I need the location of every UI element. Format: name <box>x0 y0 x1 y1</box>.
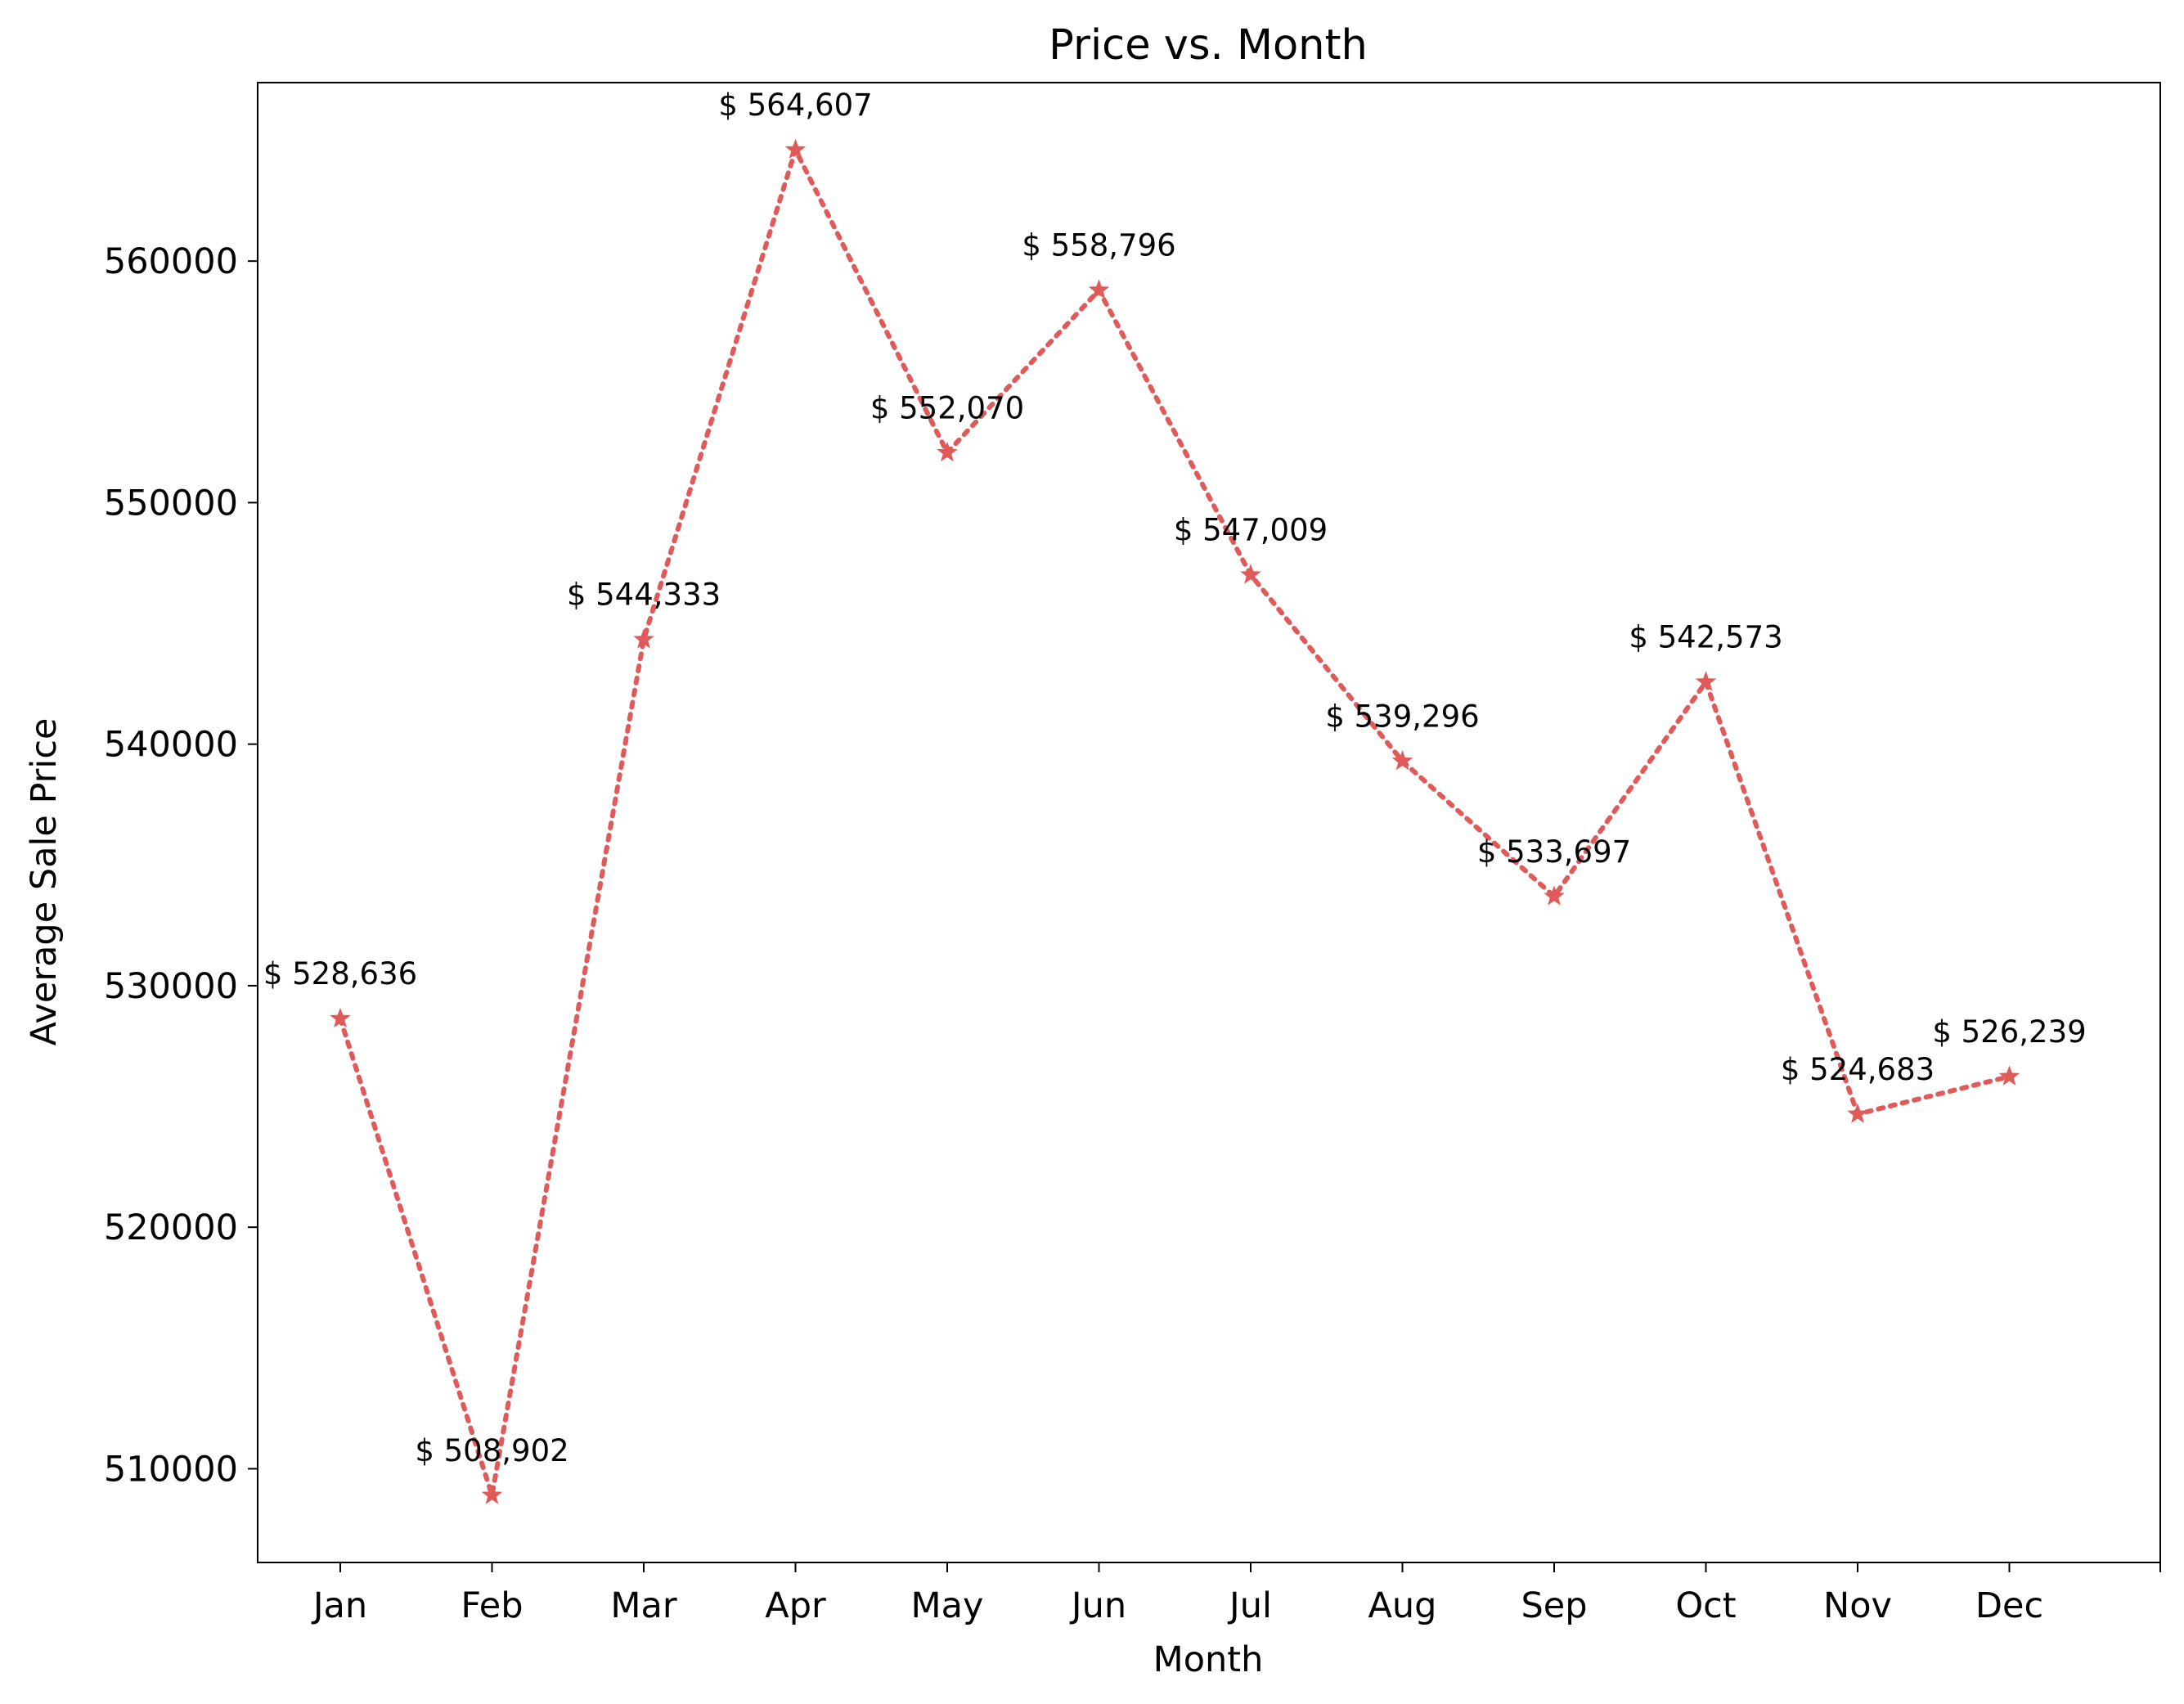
data-point <box>1998 1065 2020 1086</box>
y-tick-label: 520000 <box>104 1207 238 1248</box>
data-point <box>1391 750 1413 771</box>
data-label: $ 552,070 <box>870 390 1024 425</box>
data-label: $ 539,296 <box>1325 699 1479 734</box>
data-label: $ 528,636 <box>263 956 417 991</box>
y-tick-label: 540000 <box>104 725 238 766</box>
data-label: $ 544,333 <box>567 578 721 613</box>
data-label: $ 526,239 <box>1932 1014 2086 1050</box>
data-label: $ 558,796 <box>1022 228 1175 263</box>
y-tick-label: 560000 <box>104 241 238 282</box>
x-tick-label: Apr <box>765 1585 826 1626</box>
x-tick-label: Aug <box>1368 1585 1437 1626</box>
plot-frame <box>257 82 2161 1563</box>
series-line <box>338 147 2012 1498</box>
data-point <box>330 1007 351 1028</box>
plot-area: 510000 520000 530000 540000 550000 560000 Jan F… <box>104 82 2161 1626</box>
data-point <box>784 138 807 160</box>
y-axis-label: Average Sale Price <box>24 718 65 1046</box>
x-tick-label: Jul <box>1227 1585 1272 1626</box>
data-label: $ 524,683 <box>1781 1052 1935 1087</box>
x-tick-label: Nov <box>1823 1585 1892 1626</box>
x-tick-label: Mar <box>610 1585 676 1626</box>
x-tick-label: Feb <box>461 1585 523 1626</box>
x-tick-label: Dec <box>1975 1585 2043 1626</box>
data-label: $ 508,902 <box>415 1433 568 1468</box>
data-point <box>1544 885 1565 906</box>
data-point <box>1240 564 1261 584</box>
y-tick-label: 510000 <box>104 1449 238 1490</box>
data-point <box>1088 279 1110 299</box>
data-point <box>633 628 654 649</box>
chart-title: Price vs. Month <box>1049 21 1368 70</box>
data-point <box>1695 671 1717 691</box>
x-tick-label: Jan <box>311 1585 367 1626</box>
data-label: $ 564,607 <box>718 88 872 123</box>
data-label: $ 533,697 <box>1477 834 1631 870</box>
x-axis-label: Month <box>1153 1639 1264 1680</box>
data-point <box>937 441 958 462</box>
data-point <box>481 1484 503 1504</box>
x-tick-label: Sep <box>1521 1585 1587 1626</box>
x-tick-label: Jun <box>1069 1585 1126 1626</box>
data-point <box>1847 1103 1868 1123</box>
x-tick-label: May <box>911 1585 984 1626</box>
data-label: $ 542,573 <box>1629 620 1782 655</box>
y-tick-label: 530000 <box>104 966 238 1007</box>
y-tick-label: 550000 <box>104 483 238 524</box>
data-label: $ 547,009 <box>1174 513 1328 548</box>
x-tick-label: Oct <box>1675 1585 1736 1626</box>
